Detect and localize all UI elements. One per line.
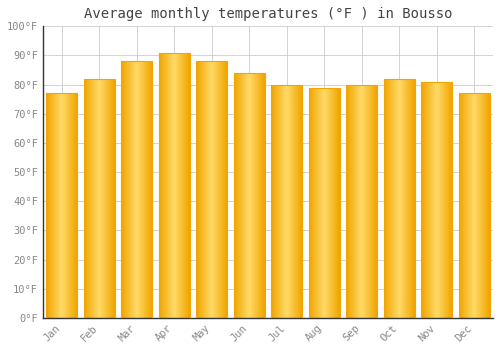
Bar (459, 93, 490, 318)
Bar (384, 79, 414, 318)
Bar (309, 88, 340, 318)
Bar (272, 85, 302, 318)
Bar (159, 52, 190, 318)
Bar (234, 73, 264, 318)
Bar (84, 79, 114, 318)
Bar (196, 61, 227, 318)
Bar (46, 93, 77, 318)
Bar (346, 85, 377, 318)
Bar (122, 61, 152, 318)
Title: Average monthly temperatures (°F ) in Bousso: Average monthly temperatures (°F ) in Bo… (84, 7, 452, 21)
Bar (422, 82, 452, 318)
